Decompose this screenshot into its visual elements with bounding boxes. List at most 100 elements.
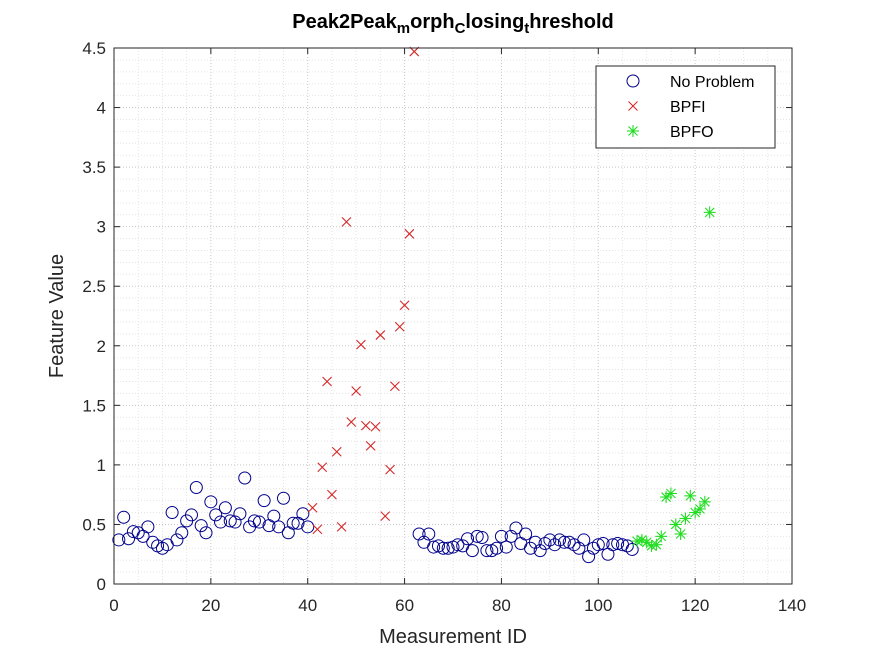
chart-title: Peak2PeakmorphClosingthreshold [292,11,614,37]
point-no-problem [436,541,450,555]
marker-stroke [312,524,323,535]
x-tick-label: 140 [778,596,806,615]
point-bpfo [664,487,677,500]
point-bpfi [341,217,352,227]
point-no-problem [494,529,508,543]
marker-stroke [351,386,362,396]
y-tick-label: 1.5 [82,396,106,415]
point-no-problem [625,542,639,556]
marker-stroke [327,489,337,500]
point-no-problem [228,515,242,529]
point-no-problem [475,531,489,545]
y-axis-label: Feature Value [46,254,68,378]
title-segment: C [455,20,466,37]
point-no-problem [189,481,203,495]
point-bpfo [674,527,687,540]
title-segment: Peak2Peak [292,11,397,33]
point-no-problem [591,538,605,552]
y-tick-label: 1 [97,456,106,475]
point-no-problem [165,506,179,520]
point-no-problem [499,540,513,554]
title-segment: hreshold [529,11,613,33]
point-bpfo [640,536,653,549]
x-tick-label: 20 [201,596,220,615]
point-bpfi [356,339,366,350]
point-no-problem [277,491,290,505]
y-tick-label: 3.5 [82,158,106,177]
point-no-problem [543,533,557,547]
marker-stroke [331,446,342,457]
point-no-problem [286,516,300,530]
point-bpfo [679,512,692,525]
point-bpfo [655,530,668,543]
y-tick-label: 4.5 [82,39,106,58]
point-bpfi [360,420,371,431]
legend-label-bpfi: BPFI [670,99,706,116]
point-no-problem [557,535,571,549]
marker-stroke [409,46,420,57]
point-bpfi [351,386,362,396]
point-no-problem [451,538,465,552]
marker-stroke [322,376,332,387]
legend-label-bpfo: BPFO [670,124,714,141]
point-bpfi [346,417,357,427]
point-no-problem [519,527,533,541]
axis-ticks [113,47,793,585]
legend-marker-no-problem [626,74,640,88]
data-points [112,46,716,564]
point-no-problem [422,527,436,541]
point-bpfo [698,495,711,508]
point-bpfi [409,46,420,57]
point-bpfi [336,521,347,532]
marker-stroke [336,521,347,532]
marker-stroke [380,511,391,521]
point-no-problem [296,507,310,521]
point-bpfi [404,228,415,239]
point-no-problem [281,526,295,540]
marker-stroke [341,217,352,227]
point-bpfo [684,489,697,502]
point-no-problem [252,515,266,529]
marker-stroke [375,330,386,340]
legend: No Problem BPFI BPFO [595,65,776,149]
legend-label-no-problem: No Problem [670,74,754,91]
point-no-problem [577,533,591,547]
point-no-problem [122,532,136,546]
point-no-problem [470,529,484,543]
point-bpfo [669,518,682,531]
point-bpfi [380,511,391,521]
point-no-problem [490,541,504,555]
point-no-problem [267,509,281,523]
point-no-problem [204,495,218,509]
point-no-problem [112,533,126,547]
point-no-problem [582,550,596,564]
title-segment: losing [465,11,524,33]
y-tick-label: 2.5 [82,277,106,296]
x-tick-label: 80 [492,596,511,615]
x-tick-label: 120 [681,596,709,615]
point-no-problem [412,527,426,541]
marker-stroke [317,462,328,473]
point-no-problem [214,515,228,529]
point-no-problem [257,494,271,508]
x-tick-label: 60 [395,596,414,615]
point-no-problem [218,501,232,515]
point-no-problem [441,541,455,555]
point-no-problem [528,535,542,549]
point-no-problem [117,510,131,524]
point-no-problem [272,520,286,534]
point-no-problem [427,540,441,554]
point-no-problem [572,541,586,555]
point-no-problem [601,547,615,561]
point-bpfi [331,446,342,457]
y-tick-label: 4 [97,99,106,118]
legend-box [595,65,776,149]
x-tick-label: 0 [109,596,118,615]
point-bpfi [307,502,318,513]
point-no-problem [461,532,475,546]
marker-stroke [346,417,357,427]
point-no-problem [620,539,634,553]
point-bpfi [327,489,337,500]
